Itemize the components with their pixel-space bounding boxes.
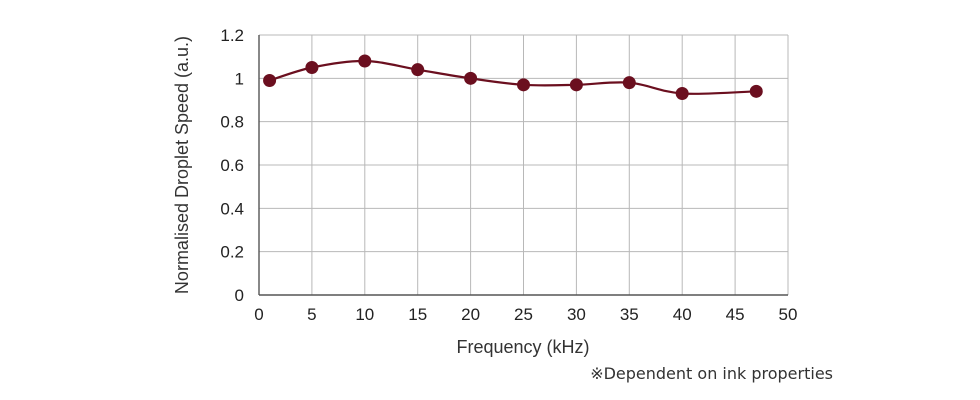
data-point [675, 87, 689, 100]
x-tick-label: 10 [355, 305, 374, 324]
x-tick-label: 25 [514, 305, 533, 324]
y-tick-labels: 0 0.2 0.4 0.6 0.8 1 1.2 [220, 26, 244, 305]
y-tick-label: 0.6 [220, 156, 244, 175]
x-tick-label: 35 [620, 305, 639, 324]
y-tick-label: 0 [235, 286, 244, 305]
x-tick-label: 5 [307, 305, 316, 324]
data-point [517, 78, 530, 92]
y-tick-label: 0.2 [220, 243, 244, 262]
x-axis-title: Frequency (kHz) [456, 337, 589, 357]
y-axis-title: Normalised Droplet Speed (a.u.) [172, 36, 192, 294]
chart-series [263, 54, 763, 100]
data-point [464, 71, 478, 85]
data-point [569, 78, 583, 92]
x-tick-label: 0 [254, 305, 263, 324]
x-tick-label: 40 [673, 305, 692, 324]
data-point [749, 84, 763, 98]
x-tick-labels: 0 5 10 15 20 25 30 35 40 45 50 [254, 305, 797, 324]
x-tick-label: 45 [726, 305, 745, 324]
data-point [411, 63, 425, 77]
x-tick-label: 15 [408, 305, 427, 324]
data-point [358, 54, 372, 68]
y-tick-label: 1 [235, 69, 244, 88]
data-point [263, 74, 277, 87]
x-tick-label: 50 [779, 305, 798, 324]
chart-grid [258, 34, 789, 296]
y-tick-label: 0.4 [220, 199, 244, 218]
data-point [622, 76, 636, 90]
footnote: ※Dependent on ink properties [590, 364, 833, 383]
y-tick-label: 0.8 [220, 113, 244, 132]
y-tick-label: 1.2 [220, 26, 244, 45]
series-line [269, 59, 757, 95]
data-point [305, 61, 319, 74]
x-tick-label: 20 [461, 305, 480, 324]
chart-axes [258, 35, 788, 296]
x-tick-label: 30 [567, 305, 586, 324]
